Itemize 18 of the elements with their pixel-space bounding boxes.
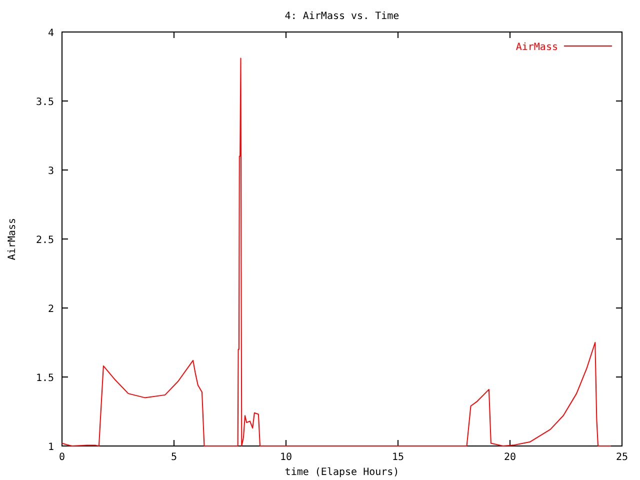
x-tick-label: 10 — [280, 452, 292, 463]
y-tick-label: 2.5 — [36, 235, 54, 246]
x-tick-label: 5 — [170, 452, 178, 463]
x-tick-label: 15 — [392, 452, 404, 463]
legend-label: AirMass — [516, 42, 558, 53]
chart-title: 4: AirMass vs. Time — [284, 11, 400, 22]
y-tick-label: 1.5 — [36, 373, 54, 384]
x-tick-label: 0 — [58, 452, 66, 463]
x-tick-label: 25 — [616, 452, 628, 463]
line-series — [62, 58, 612, 446]
y-tick-label: 2 — [48, 304, 54, 315]
y-tick-label: 3.5 — [36, 97, 54, 108]
y-tick-label: 3 — [48, 166, 54, 177]
y-axis-title: AirMass — [7, 218, 18, 260]
x-axis-title: time (Elapse Hours) — [284, 467, 400, 478]
y-tick-label: 4 — [48, 28, 54, 39]
x-tick-label: 20 — [504, 452, 516, 463]
y-tick-label: 1 — [48, 442, 54, 453]
